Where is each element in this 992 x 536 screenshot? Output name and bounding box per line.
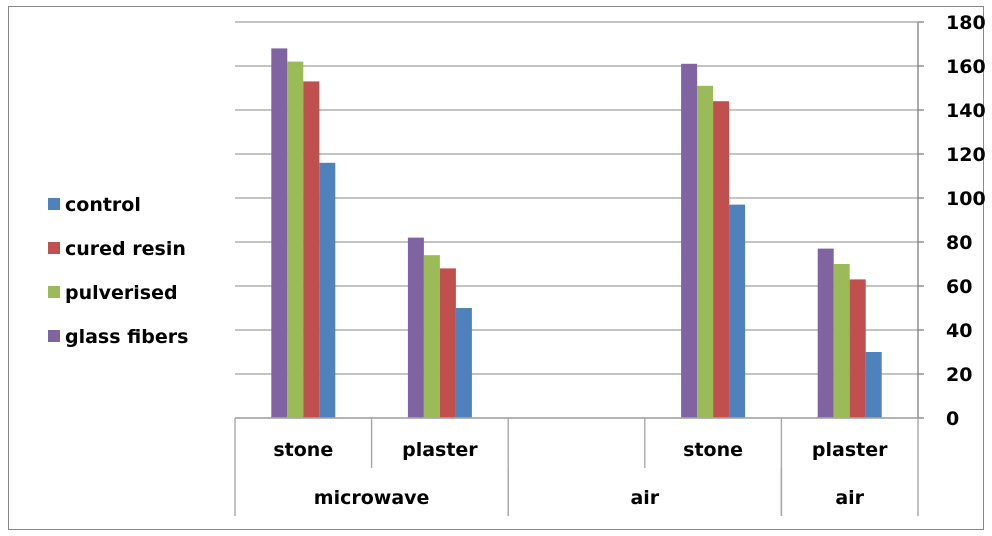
x-category-label: stone [273,439,333,461]
x-category-label: plaster [402,439,478,461]
bar-glass-fibers-4 [817,248,834,418]
bar-cured-resin-3 [713,101,730,418]
legend-label: glass fibers [65,326,188,348]
y-tick-label: 80 [946,232,972,254]
bar-glass-fibers-3 [681,63,698,419]
x-group-label: microwave [314,487,430,509]
legend: control cured resin pulverised glass fibers [48,194,188,348]
y-tick-label: 60 [946,276,972,298]
bar-control-1 [455,308,472,418]
bar-control-3 [729,204,746,418]
x-axis: stone plaster stone plaster microwave air air [234,417,919,516]
legend-swatch [48,330,60,342]
x-group-label: air [835,487,864,509]
bars [271,48,882,419]
gridlines [235,21,918,419]
legend-swatch [48,198,60,210]
y-tick-label: 20 [946,364,972,386]
legend-swatch [48,286,60,298]
y-tick-label: 40 [946,320,972,342]
bar-pulverised-3 [697,85,714,419]
y-tick-label: 100 [946,188,986,210]
bar-cured-resin-0 [303,81,320,419]
bar-glass-fibers-0 [271,48,288,419]
bar-control-4 [865,352,882,418]
bar-control-0 [319,162,336,418]
bar-pulverised-0 [287,61,304,418]
chart-frame [8,6,984,530]
bar-cured-resin-1 [439,268,456,418]
y-tick-label: 140 [946,100,986,122]
bar-pulverised-1 [423,255,440,418]
y-tick-label: 0 [946,408,959,430]
y-tick-label: 160 [946,56,986,78]
y-tick-label: 120 [946,144,986,166]
bar-cured-resin-4 [849,279,866,418]
x-category-label: plaster [812,439,888,461]
legend-label: control [65,194,141,216]
legend-label: pulverised [65,282,178,304]
x-group-label: air [630,487,659,509]
x-category-label: stone [683,439,743,461]
y-axis: 0 20 40 60 80 100 120 140 160 180 [917,12,986,430]
bar-glass-fibers-1 [407,237,424,418]
legend-label: cured resin [65,238,186,260]
legend-swatch [48,242,60,254]
bar-pulverised-4 [833,264,850,418]
y-tick-label: 180 [946,12,986,34]
